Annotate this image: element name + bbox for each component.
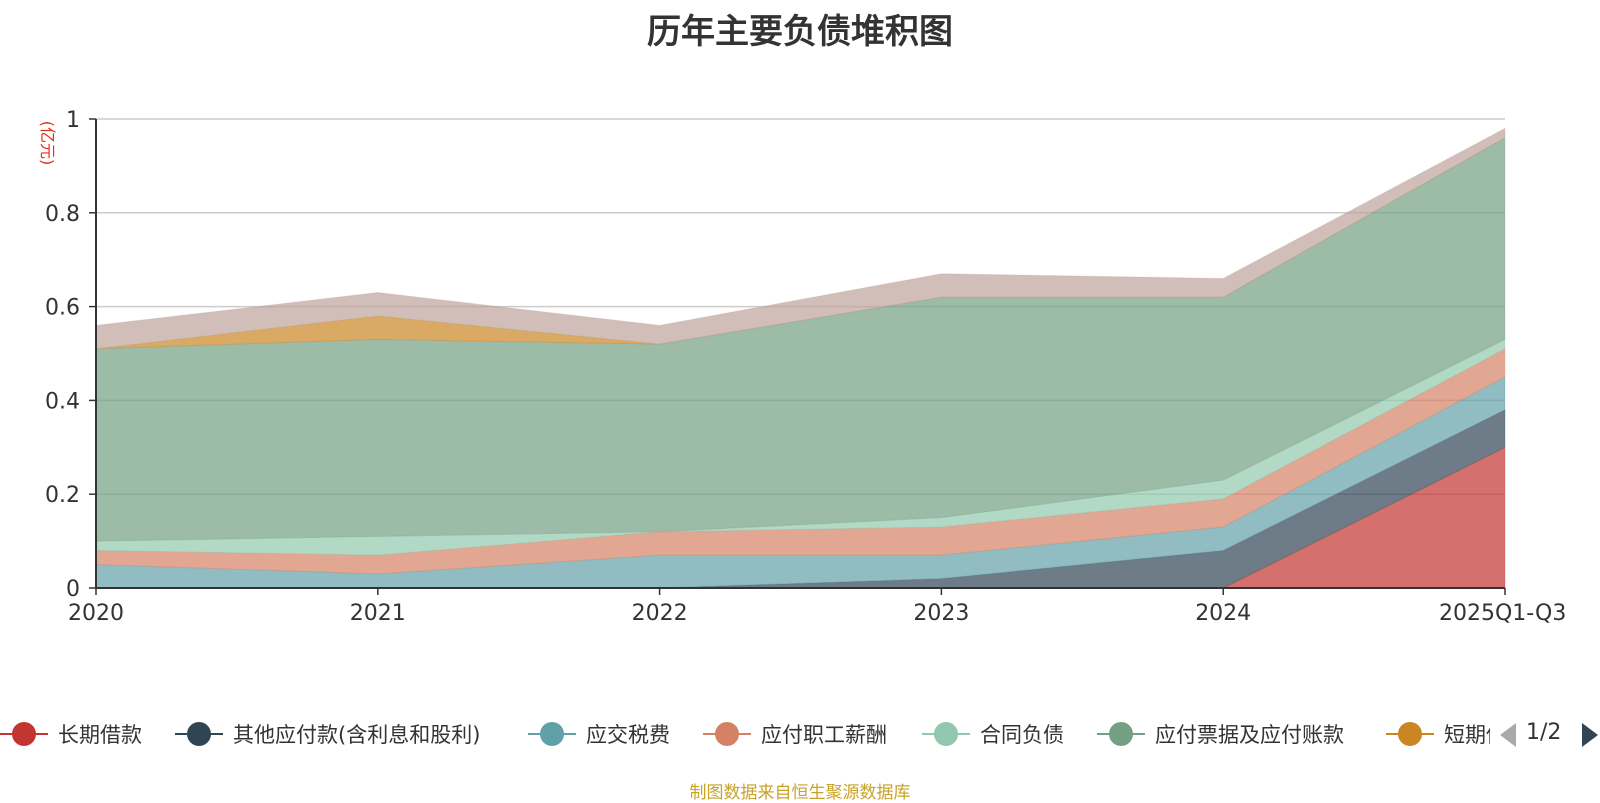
- legend-marker-icon: [922, 717, 970, 751]
- data-source-note: 制图数据来自恒生聚源数据库: [689, 783, 911, 803]
- y-tick-label: 1: [66, 108, 80, 133]
- legend-label: 合同负债: [980, 723, 1064, 747]
- area-series-7: [95, 127, 1506, 350]
- legend-marker-icon: [703, 717, 751, 751]
- legend-item[interactable]: 其他应付款(含利息和股利): [175, 717, 480, 751]
- legend-marker-icon: [1386, 717, 1434, 751]
- y-tick-label: 0.8: [45, 202, 80, 227]
- x-tick-label: 2023: [913, 601, 969, 626]
- legend-label: 其他应付款(含利息和股利): [233, 723, 481, 747]
- legend-item[interactable]: 短期借款: [1386, 717, 1490, 751]
- x-tick-label: 2025Q1-Q3: [1439, 601, 1566, 626]
- legend-item[interactable]: 应付票据及应付账款: [1097, 717, 1344, 751]
- legend-label: 应交税费: [586, 723, 670, 747]
- x-tick-label: 2022: [632, 601, 688, 626]
- legend-page-indicator: 1/2: [1526, 720, 1562, 745]
- x-tick-label: 2021: [350, 601, 406, 626]
- stacked-area-chart: 0 0.2 0.4 0.6 0.8 1 2020 2021 2022 2023 2024 2025Q1…: [38, 108, 1566, 626]
- legend-item[interactable]: 合同负债: [922, 717, 1064, 751]
- y-tick-label: 0: [66, 577, 80, 602]
- legend-item[interactable]: 长期借款: [0, 717, 142, 751]
- legend-prev-page-icon[interactable]: [1500, 723, 1516, 747]
- legend-label: 长期借款: [58, 723, 142, 747]
- legend-item[interactable]: 应交税费: [528, 717, 670, 751]
- legend-label: 短期借款: [1444, 723, 1490, 747]
- legend-next-page-icon[interactable]: [1582, 723, 1598, 747]
- legend-label: 应付票据及应付账款: [1155, 723, 1344, 747]
- x-tick-label: 2024: [1195, 601, 1251, 626]
- legend-item[interactable]: 应付职工薪酬: [703, 717, 887, 751]
- x-tick-label: 2020: [68, 601, 124, 626]
- legend-marker-icon: [1097, 717, 1145, 751]
- legend-label: 应付职工薪酬: [761, 723, 887, 747]
- y-tick-label: 0.6: [45, 296, 80, 321]
- y-axis-unit-label: (亿元): [38, 121, 57, 166]
- y-tick-label: 0.2: [45, 483, 80, 508]
- y-tick-label: 0.4: [45, 389, 80, 414]
- legend-marker-icon: [528, 717, 576, 751]
- chart-title: 历年主要负债堆积图: [647, 12, 953, 52]
- legend: 长期借款 其他应付款(含利息和股利) 应交税费 应付职工薪酬 合同负债 应付票据及应付账款…: [0, 717, 1490, 751]
- legend-marker-icon: [175, 717, 223, 751]
- legend-marker-icon: [0, 717, 48, 751]
- legend-pager: 1/2: [1500, 717, 1600, 751]
